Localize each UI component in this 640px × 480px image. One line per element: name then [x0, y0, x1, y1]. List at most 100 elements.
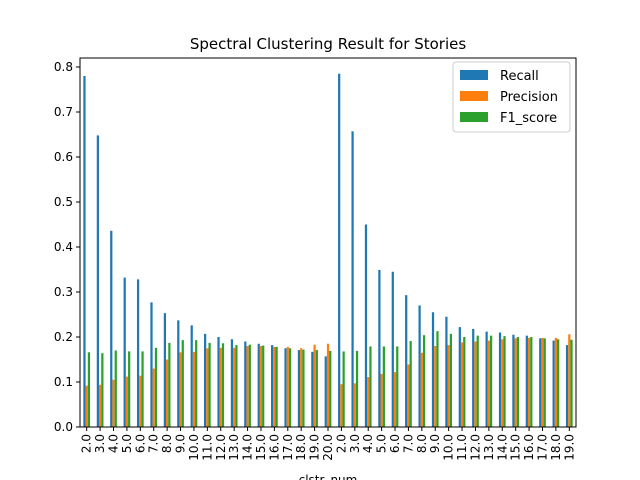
bar-f1_score-18 — [329, 350, 332, 427]
legend-label-recall: Recall — [500, 69, 539, 84]
bar-precision-20 — [353, 383, 356, 427]
bar-precision-6 — [166, 359, 169, 427]
x-axis-label: clstr_num — [299, 473, 358, 480]
bar-f1_score-3 — [128, 351, 131, 427]
bar-recall-1 — [96, 135, 99, 427]
legend-swatch-precision — [460, 91, 488, 101]
bar-f1_score-26 — [436, 331, 439, 427]
x-tick-label: 16.0 — [267, 434, 281, 461]
y-tick-label: 0.0 — [54, 420, 73, 434]
bar-f1_score-8 — [195, 340, 198, 427]
bar-recall-28 — [458, 327, 461, 427]
bar-f1_score-0 — [87, 352, 91, 427]
bar-precision-4 — [139, 375, 142, 427]
bar-f1_score-11 — [235, 345, 238, 427]
bar-recall-16 — [297, 350, 301, 427]
x-tick-label: 6.0 — [388, 434, 402, 453]
bar-f1_score-14 — [275, 346, 278, 427]
bar-precision-12 — [246, 346, 249, 427]
bar-recall-11 — [230, 339, 234, 427]
bar-recall-20 — [351, 131, 354, 427]
x-tick-label: 19.0 — [308, 434, 322, 461]
bar-recall-27 — [445, 316, 448, 427]
bar-precision-34 — [541, 337, 544, 427]
x-tick-label: 4.0 — [361, 434, 375, 453]
x-tick-label: 20.0 — [321, 434, 335, 461]
bar-precision-1 — [98, 384, 102, 427]
x-tick-label: 8.0 — [160, 434, 174, 453]
bar-precision-33 — [527, 337, 531, 427]
y-tick-label: 0.2 — [54, 330, 73, 344]
bar-f1_score-29 — [476, 335, 479, 427]
bar-recall-34 — [539, 338, 542, 427]
bar-f1_score-17 — [315, 350, 318, 427]
bar-recall-25 — [418, 305, 421, 427]
x-tick-label: 18.0 — [549, 434, 563, 461]
bar-f1_score-34 — [543, 338, 546, 427]
bar-recall-5 — [150, 302, 153, 427]
x-tick-label: 11.0 — [455, 434, 469, 461]
bar-precision-9 — [206, 348, 209, 427]
x-tick-label: 10.0 — [442, 434, 456, 461]
bar-f1_score-16 — [302, 349, 305, 427]
bar-f1_score-30 — [489, 335, 493, 427]
bar-f1_score-35 — [557, 339, 560, 427]
bar-precision-25 — [420, 352, 423, 427]
x-tick-label: 5.0 — [375, 434, 389, 453]
bar-precision-7 — [179, 352, 182, 427]
bar-recall-31 — [498, 332, 502, 427]
bar-f1_score-31 — [503, 336, 506, 427]
bar-f1_score-10 — [221, 343, 225, 427]
x-tick-label: 13.0 — [227, 434, 241, 461]
bar-precision-13 — [259, 346, 263, 427]
x-tick-label: 19.0 — [562, 434, 576, 461]
plot-area — [83, 73, 573, 427]
y-tick-label: 0.1 — [54, 375, 73, 389]
y-tick-label: 0.8 — [54, 60, 73, 74]
bar-f1_score-23 — [396, 346, 399, 427]
x-tick-label: 7.0 — [401, 434, 415, 453]
x-tick-label: 9.0 — [174, 434, 188, 453]
bar-f1_score-32 — [516, 337, 520, 427]
bar-f1_score-28 — [463, 337, 466, 427]
bar-precision-15 — [286, 346, 289, 427]
bar-precision-0 — [85, 385, 88, 427]
bar-f1_score-19 — [342, 351, 345, 427]
bar-recall-19 — [338, 73, 341, 427]
bar-f1_score-33 — [530, 337, 533, 427]
bar-precision-31 — [501, 339, 504, 427]
bar-precision-5 — [152, 368, 155, 427]
bar-precision-23 — [393, 372, 397, 427]
bar-f1_score-25 — [422, 335, 426, 427]
x-tick-label: 12.0 — [214, 434, 228, 461]
x-tick-label: 7.0 — [147, 434, 161, 453]
bar-precision-2 — [112, 379, 115, 427]
bar-recall-0 — [83, 76, 86, 427]
x-tick-label: 17.0 — [535, 434, 549, 461]
bar-f1_score-6 — [168, 342, 171, 427]
x-tick-label: 17.0 — [281, 434, 295, 461]
bar-recall-8 — [190, 325, 193, 427]
bar-precision-29 — [474, 341, 477, 427]
bar-recall-6 — [163, 313, 167, 427]
bar-recall-24 — [405, 295, 408, 427]
bar-precision-36 — [568, 334, 571, 427]
bar-recall-7 — [177, 320, 180, 427]
bar-recall-21 — [364, 224, 368, 427]
bar-recall-30 — [485, 331, 488, 427]
x-tick-label: 3.0 — [348, 434, 362, 453]
x-tick-label: 9.0 — [428, 434, 442, 453]
bar-precision-22 — [380, 373, 383, 427]
x-tick-label: 13.0 — [482, 434, 496, 461]
bar-recall-26 — [431, 312, 435, 427]
x-tick-label: 3.0 — [93, 434, 107, 453]
bar-precision-17 — [313, 344, 316, 427]
bar-precision-11 — [233, 347, 236, 427]
legend-swatch-recall — [460, 70, 488, 80]
bar-recall-22 — [378, 269, 381, 427]
y-tick-label: 0.3 — [54, 285, 73, 299]
bar-precision-27 — [447, 345, 450, 427]
bar-precision-19 — [340, 384, 343, 427]
bar-recall-17 — [311, 351, 314, 427]
bar-precision-18 — [326, 343, 330, 427]
